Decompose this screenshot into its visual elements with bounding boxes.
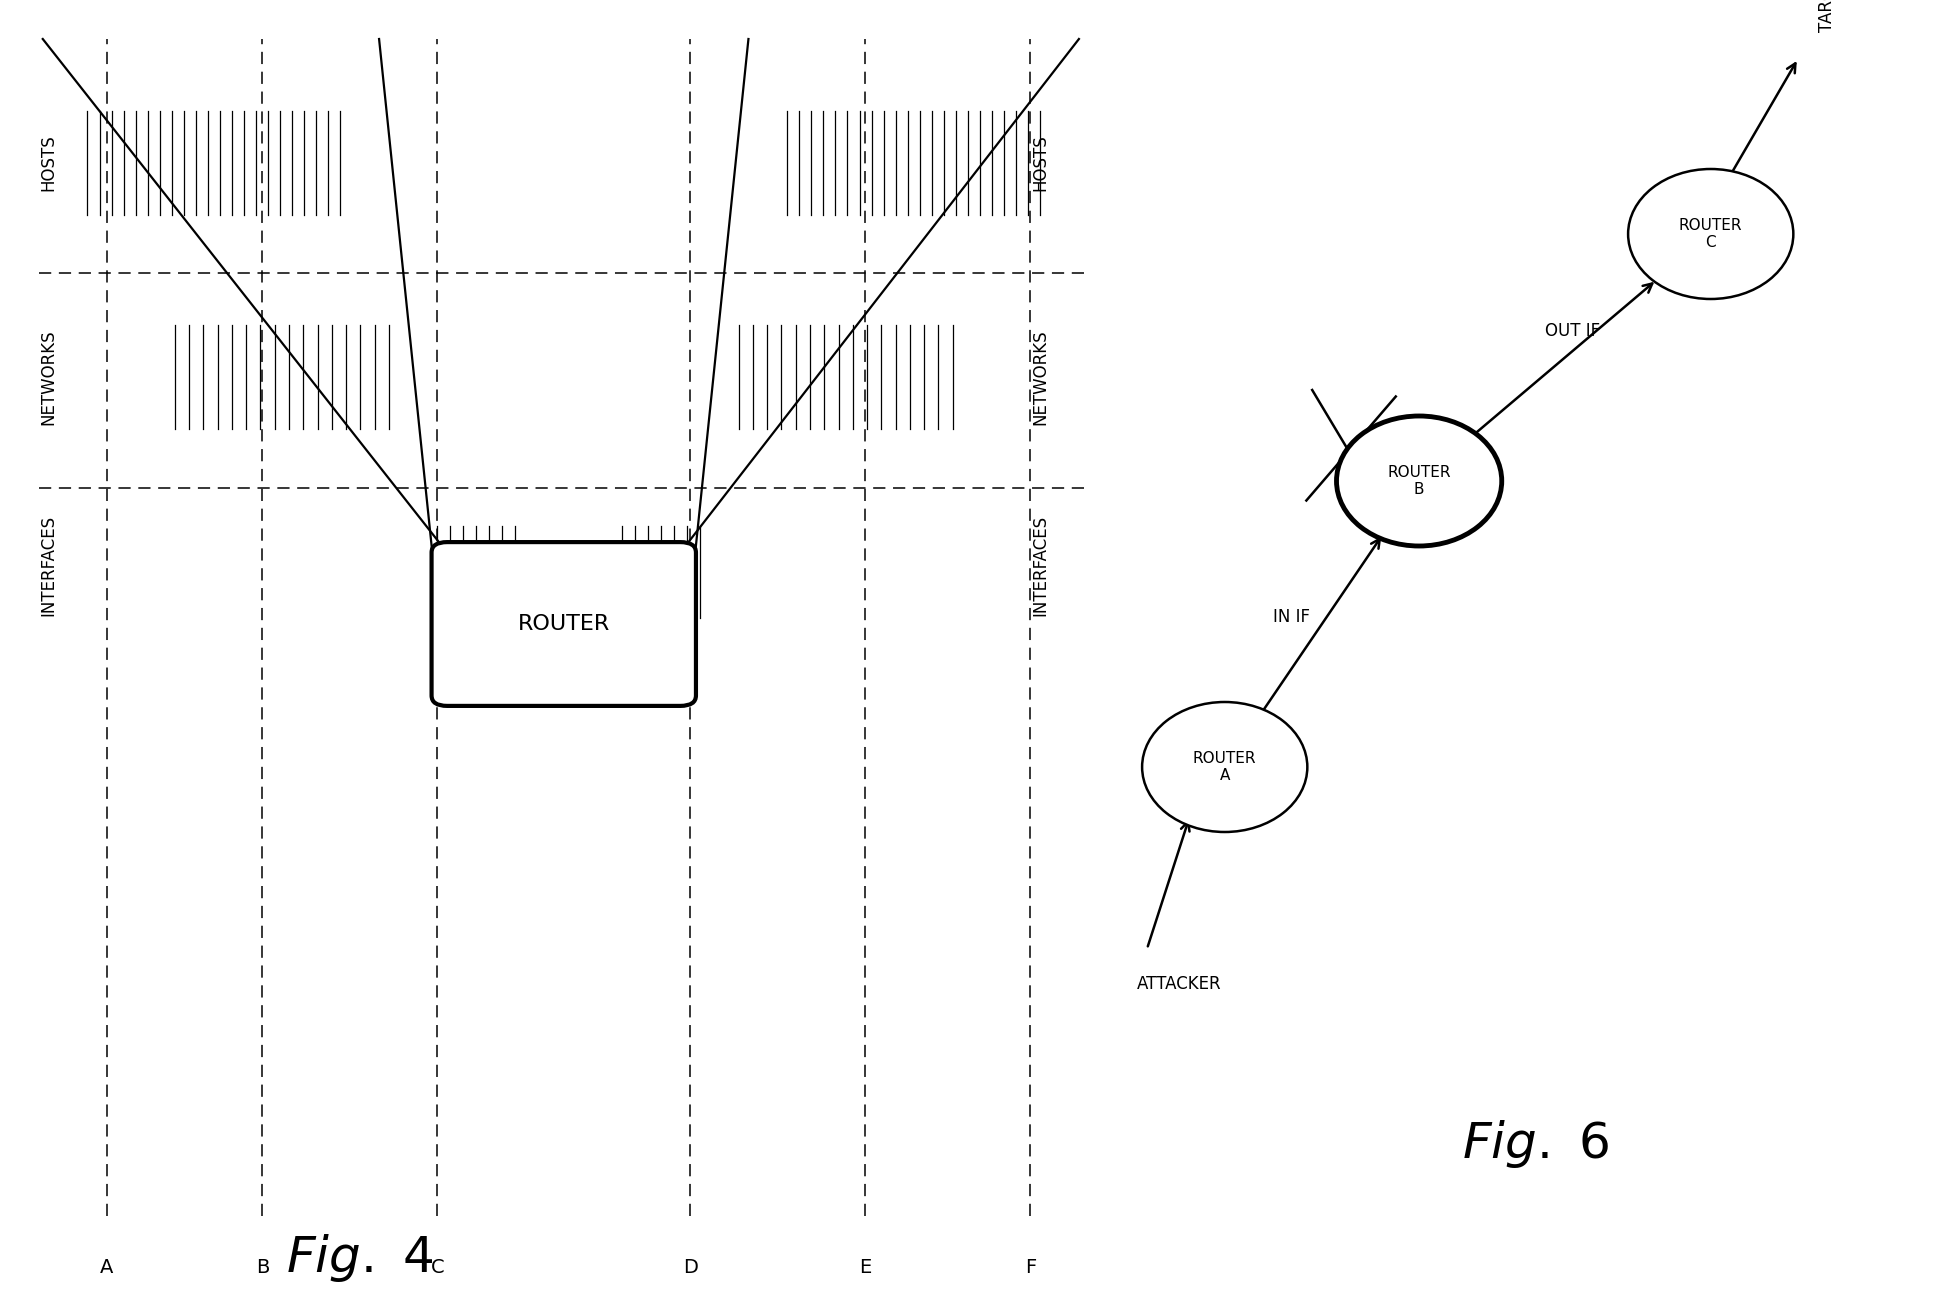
Ellipse shape (1336, 416, 1503, 546)
Text: TARGET: TARGET (1818, 0, 1835, 32)
FancyBboxPatch shape (432, 542, 696, 706)
Text: INTERFACES: INTERFACES (39, 515, 58, 616)
Ellipse shape (1143, 702, 1308, 832)
Text: ROUTER
B: ROUTER B (1388, 465, 1450, 497)
Text: NETWORKS: NETWORKS (1030, 329, 1050, 425)
Text: $\mathit{Fig.\ 6}$: $\mathit{Fig.\ 6}$ (1462, 1118, 1610, 1170)
Text: A: A (101, 1258, 113, 1277)
Text: B: B (257, 1258, 268, 1277)
Text: OUT IF: OUT IF (1545, 322, 1600, 341)
Text: NETWORKS: NETWORKS (39, 329, 58, 425)
Text: HOSTS: HOSTS (39, 134, 58, 191)
Text: C: C (430, 1258, 445, 1277)
Text: ROUTER
A: ROUTER A (1194, 751, 1256, 783)
Text: INTERFACES: INTERFACES (1030, 515, 1050, 616)
Text: IN IF: IN IF (1273, 608, 1310, 627)
Text: HOSTS: HOSTS (1030, 134, 1050, 191)
Text: E: E (859, 1258, 871, 1277)
Text: ROUTER: ROUTER (517, 614, 610, 634)
Text: ATTACKER: ATTACKER (1137, 975, 1223, 993)
Text: D: D (682, 1258, 698, 1277)
Ellipse shape (1627, 169, 1794, 299)
Text: F: F (1024, 1258, 1036, 1277)
Text: $\mathit{Fig.\ 4}$: $\mathit{Fig.\ 4}$ (286, 1232, 434, 1284)
Text: ROUTER
C: ROUTER C (1680, 218, 1742, 250)
